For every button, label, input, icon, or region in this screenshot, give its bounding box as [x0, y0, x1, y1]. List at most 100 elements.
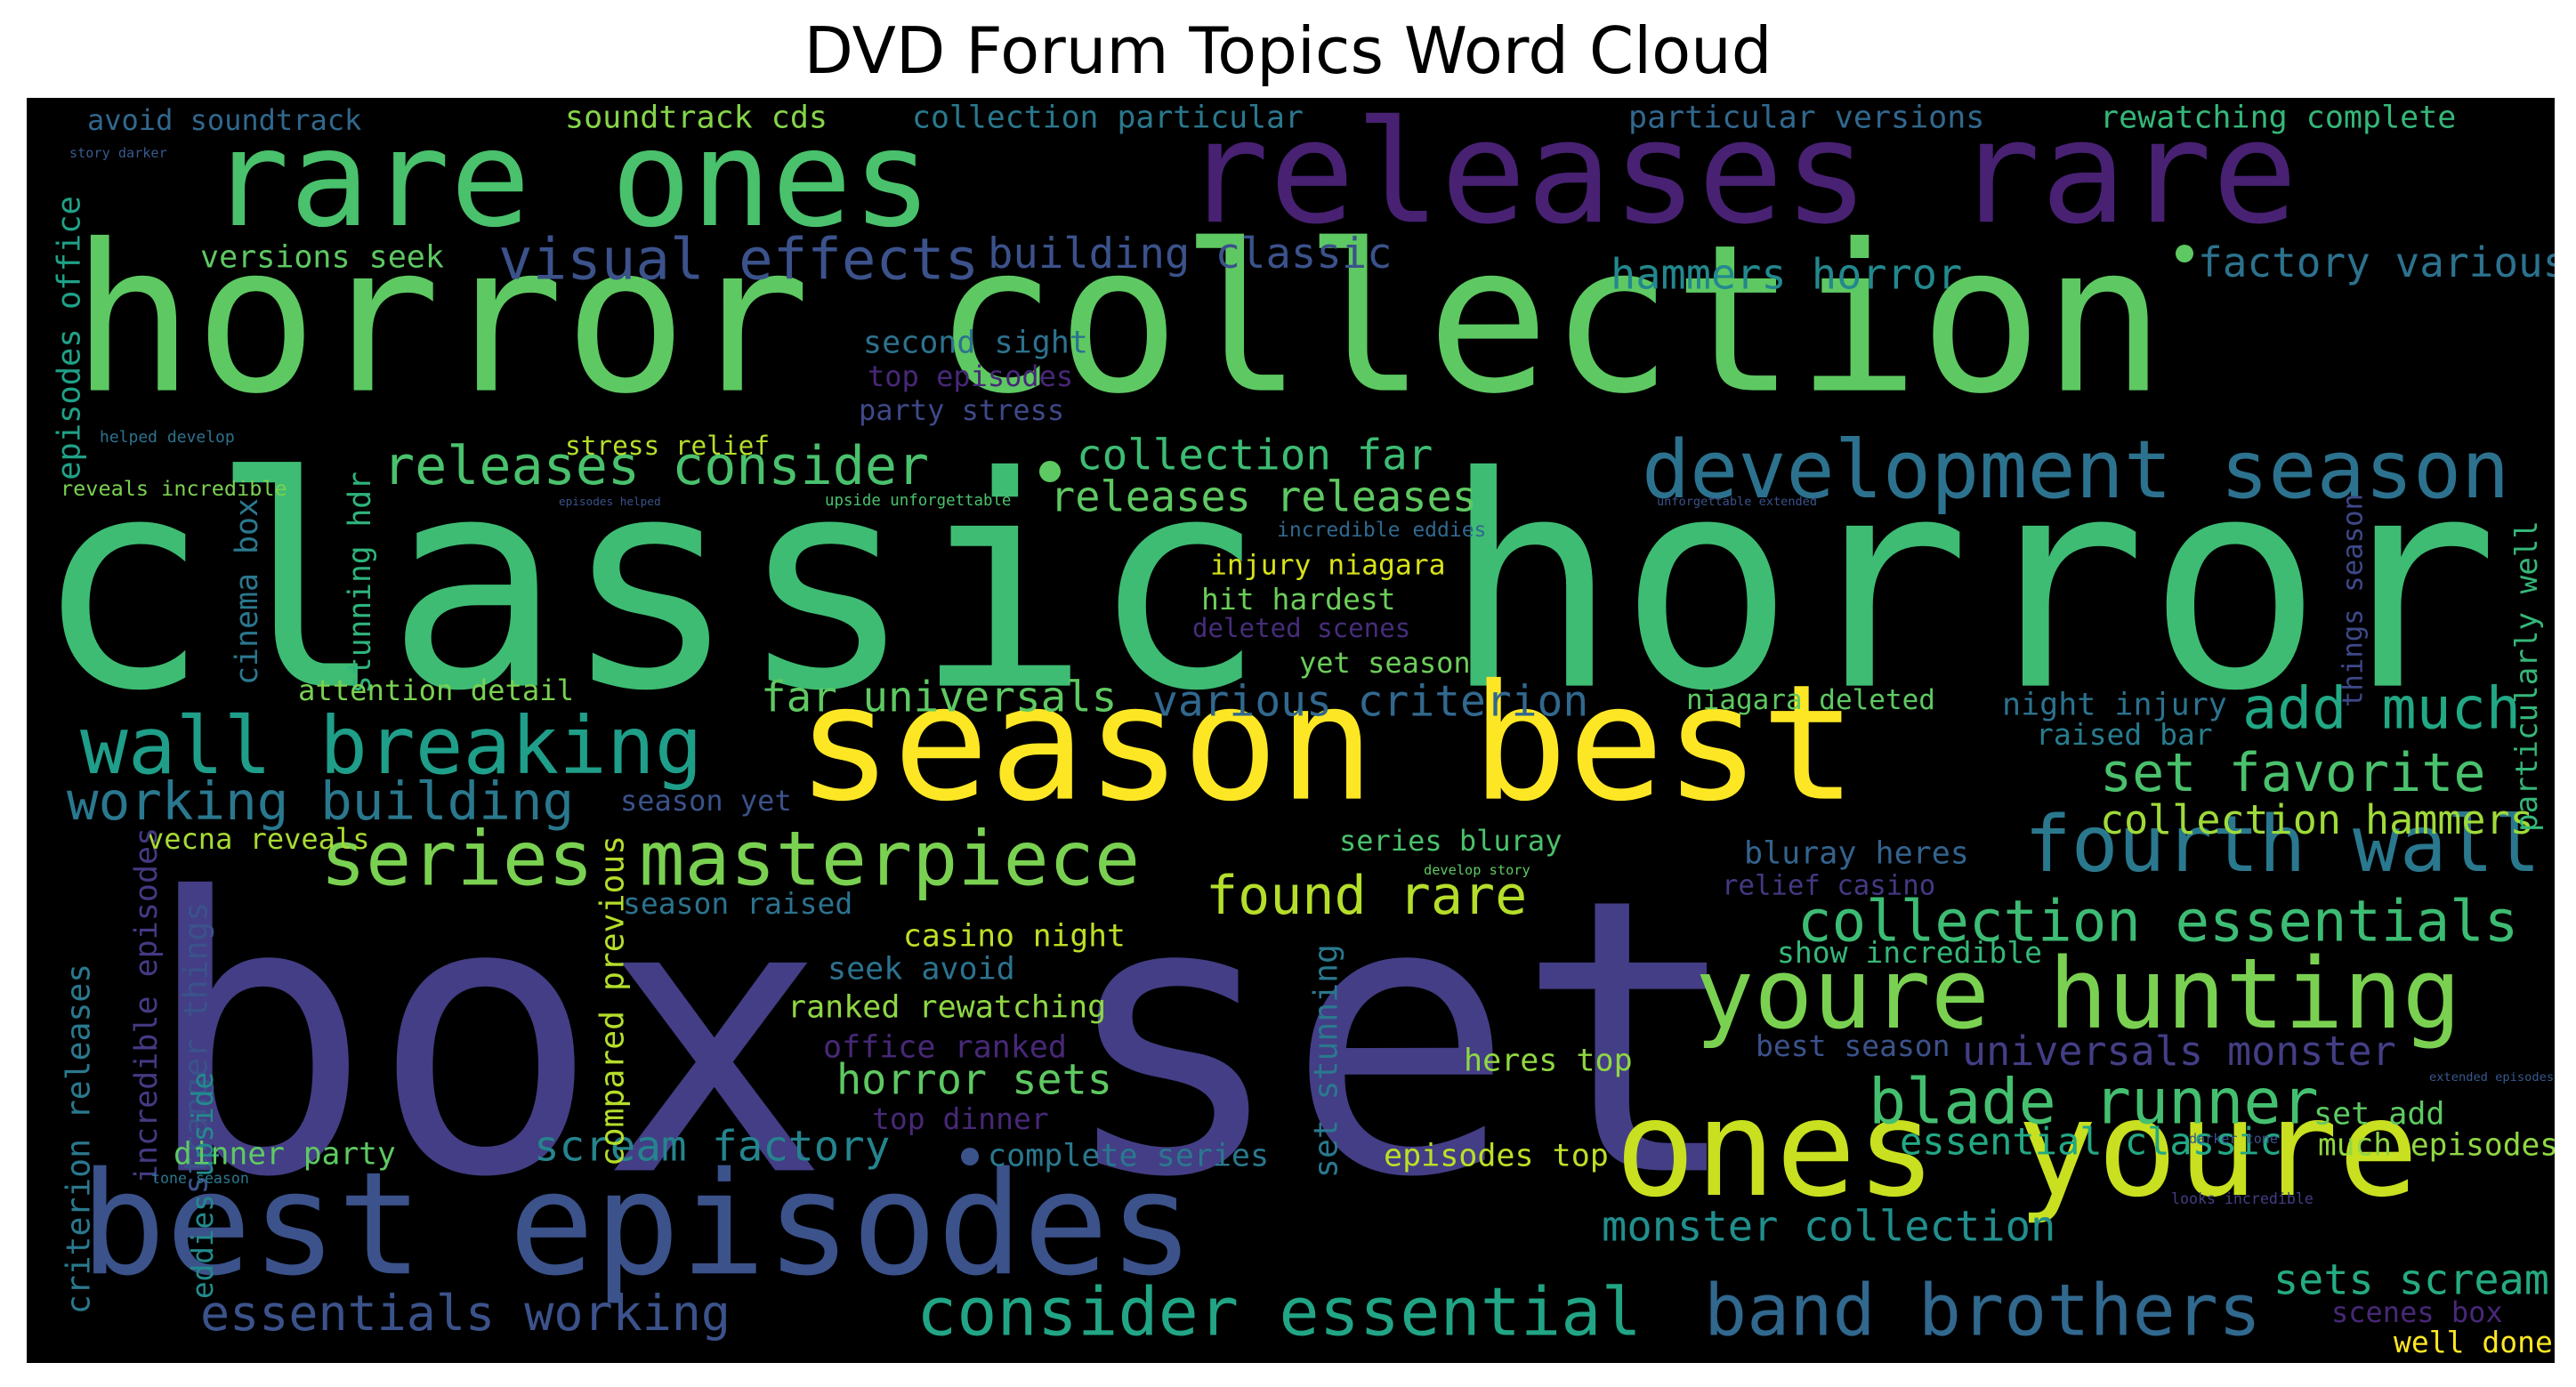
word-stunning-hdr: stunning hdr	[343, 472, 378, 694]
word-hit-hardest: hit hardest	[1201, 582, 1396, 617]
word-best-episodes: best episodes	[80, 1141, 1194, 1307]
word-building-classic: building classic	[988, 230, 1393, 278]
word-wall-breaking: wall breaking	[80, 700, 703, 793]
word-well-done: well done	[2394, 1325, 2553, 1359]
word-looks-incredible: looks incredible	[2171, 1190, 2314, 1207]
word-episodes-top: episodes top	[1384, 1139, 1609, 1174]
word-monster-collection: monster collection	[1602, 1202, 2055, 1251]
word-seek-avoid: seek avoid	[828, 952, 1015, 988]
dot-mark	[2176, 245, 2193, 262]
word-band-brothers: band brothers	[1704, 1270, 2261, 1352]
word-box-set: box set	[142, 818, 1744, 1260]
word-far-universals: far universals	[761, 673, 1117, 722]
word-series-masterpiece: series masterpiece	[320, 816, 1140, 904]
word-compared-previous: compared previous	[594, 835, 632, 1166]
word-best-season: best season	[1756, 1028, 1950, 1063]
word-universals-monster: universals monster	[1962, 1028, 2396, 1075]
word-scenes-box: scenes box	[2331, 1295, 2503, 1329]
word-incredible-episodes: incredible episodes	[129, 827, 165, 1183]
word-attention-detail: attention detail	[298, 673, 574, 707]
word-unforgettable-extended: unforgettable extended	[1657, 495, 1817, 509]
word-working-building: working building	[67, 770, 574, 832]
word-set-add: set add	[2314, 1097, 2445, 1133]
word-casino-night: casino night	[903, 919, 1126, 955]
word-hammers-horror: hammers horror	[1611, 250, 1962, 299]
word-top-dinner: top dinner	[872, 1101, 1049, 1136]
word-complete-series: complete series	[988, 1139, 1269, 1174]
word-rewatching-complete: rewatching complete	[2100, 101, 2456, 136]
word-collection-essentials: collection essentials	[1797, 889, 2518, 955]
word-cinema-box: cinema box	[230, 498, 265, 685]
word-found-rare: found rare	[1206, 865, 1527, 927]
word-relief-casino: relief casino	[1722, 871, 1935, 902]
dot-mark	[1039, 461, 1061, 482]
word-avoid-soundtrack: avoid soundtrack	[87, 103, 361, 137]
word-heres-top: heres top	[1464, 1044, 1633, 1079]
word-various-criterion: various criterion	[1152, 677, 1588, 726]
word-ones-youre: ones youre	[1615, 1072, 2419, 1227]
word-collection-hammers: collection hammers	[2100, 796, 2534, 843]
word-vecna-reveals: vecna reveals	[147, 822, 369, 856]
word-incredible-eddies: incredible eddies	[1277, 519, 1486, 542]
word-episodes-helped: episodes helped	[559, 495, 661, 508]
word-stress-relief: stress relief	[565, 431, 770, 461]
word-releases-rare: releases rare	[1183, 98, 2297, 255]
word-tone-season: tone season	[151, 1170, 249, 1187]
word-story-darker: story darker	[69, 145, 167, 161]
word-rare-ones: rare ones	[209, 102, 933, 257]
word-series-bluray: series bluray	[1339, 824, 1562, 858]
word-collection-particular: collection particular	[912, 101, 1304, 136]
word-dinner-party: dinner party	[174, 1137, 396, 1173]
word-releases-consider: releases consider	[383, 435, 929, 497]
word-cloud-canvas: box set classic horror horror collection re…	[27, 98, 2555, 1363]
word-niagara-deleted: niagara deleted	[1686, 684, 1935, 716]
word-season-best: season best	[796, 651, 1857, 837]
word-development-season: development season	[1642, 423, 2509, 517]
word-blade-runner: blade runner	[1869, 1065, 2319, 1138]
word-office-ranked: office ranked	[823, 1030, 1067, 1066]
word-soundtrack-cds: soundtrack cds	[565, 101, 828, 136]
word-stranger-things: stranger things	[177, 902, 215, 1195]
dot-mark	[961, 1148, 979, 1165]
word-collection-far: collection far	[1077, 431, 1433, 480]
word-set-stunning: set stunning	[1307, 944, 1345, 1178]
word-party-stress: party stress	[859, 393, 1064, 427]
word-factory-various: factory various	[2198, 238, 2555, 286]
word-raised-bar: raised bar	[2036, 717, 2213, 752]
word-versions-seek: versions seek	[200, 240, 444, 276]
word-deleted-scenes: deleted scenes	[1192, 613, 1410, 643]
word-essentials-working: essentials working	[200, 1285, 731, 1342]
word-fourth-wall: fourth wall	[2024, 799, 2540, 890]
word-extended-episodes: extended episodes	[2429, 1070, 2554, 1085]
word-bluray-heres: bluray heres	[1744, 836, 1969, 872]
word-ranked-rewatching: ranked rewatching	[787, 990, 1106, 1026]
word-horror-sets: horror sets	[836, 1056, 1112, 1104]
word-night-injury: night injury	[2002, 688, 2227, 723]
word-visual-effects: visual effects	[498, 227, 979, 293]
word-classic-horror: classic horror	[34, 415, 2499, 755]
word-top-episodes: top episodes	[868, 359, 1073, 393]
word-horror-collection: horror collection	[71, 202, 2166, 439]
word-things-season: things season	[2338, 494, 2370, 707]
word-particular-versions: particular versions	[1628, 101, 1984, 136]
word-helped-develop: helped develop	[100, 428, 235, 447]
word-particularly-well: particularly well	[2509, 520, 2545, 832]
word-season-raised: season raised	[623, 886, 852, 921]
word-darker-tone: darker tone	[2189, 1131, 2278, 1147]
word-sets-scream: sets scream	[2273, 1256, 2549, 1304]
word-releases-releases: releases releases	[1050, 472, 1477, 521]
word-show-incredible: show incredible	[1777, 935, 2042, 970]
word-youre-hunting: youre hunting	[1695, 937, 2461, 1051]
word-second-sight: second sight	[863, 326, 1088, 361]
word-reveals-incredible: reveals incredible	[61, 476, 287, 501]
word-season-yet: season yet	[620, 784, 792, 818]
word-develop-story: develop story	[1424, 862, 1530, 878]
word-much-episodes: much episodes	[2318, 1128, 2555, 1164]
word-scream-factory: scream factory	[534, 1122, 890, 1171]
chart-title: DVD Forum Topics Word Cloud	[803, 13, 1773, 88]
word-episodes-office: episodes office	[52, 196, 88, 480]
word-criterion-releases: criterion releases	[60, 964, 98, 1314]
word-yet-season: yet season	[1299, 646, 1471, 680]
word-essential-classic: essential classic	[1900, 1119, 2282, 1163]
